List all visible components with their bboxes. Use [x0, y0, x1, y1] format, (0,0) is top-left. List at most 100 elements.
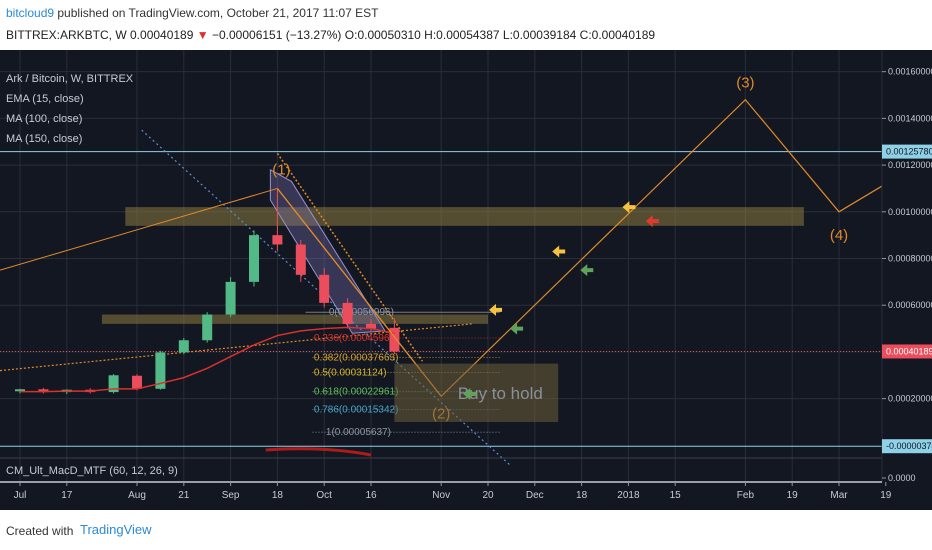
symbol-price: BITTREX:ARKBTC, W 0.00040189	[6, 28, 194, 42]
buy-to-hold-box: Buy to hold	[394, 363, 559, 422]
candle-body	[389, 327, 400, 352]
price-box	[882, 439, 932, 454]
time-tick-label: 19	[880, 490, 892, 501]
time-tick-label: Nov	[432, 490, 450, 501]
left-arrow-icon	[580, 264, 594, 277]
macd-pane	[0, 447, 882, 459]
left-arrow-icon	[622, 201, 636, 214]
price-box	[882, 344, 932, 359]
candle-body	[15, 389, 25, 392]
publisher-link[interactable]: bitcloud9	[6, 6, 55, 20]
time-tick-label: 19	[787, 490, 799, 501]
price-box-label: -0.00000374	[886, 441, 932, 451]
publish-line: bitcloud9 published on TradingView.com, …	[6, 6, 378, 20]
hold-box-rect	[394, 363, 559, 422]
candle-body	[295, 244, 306, 275]
price-axis[interactable]: 0.00160000 0.00140000 0.00120000 0.00100000…	[881, 50, 932, 510]
down-arrow-icon: ▼	[196, 28, 209, 42]
legend-title: Ark / Bitcoin, W, BITTREX	[6, 73, 134, 85]
candle-body	[366, 323, 376, 329]
legend-macd: CM_Ult_MacD_MTF (60, 12, 26, 9)	[6, 465, 178, 477]
candle-body	[108, 375, 119, 393]
candle-body	[155, 352, 166, 389]
candle-body	[272, 235, 283, 245]
time-tick-label: 17	[61, 490, 73, 501]
symbol-line: BITTREX:ARKBTC, W 0.00040189 ▼ −0.000061…	[6, 28, 655, 42]
ohlc-values: O:0.00050310 H:0.00054387 L:0.00039184 C…	[344, 28, 656, 42]
candle-body	[178, 340, 189, 353]
candle-body	[342, 302, 353, 324]
price-tick-label: 0.00080000	[888, 254, 932, 264]
fib-label: 0.618(0.00022961)	[314, 387, 399, 398]
price-tick-label: 0.00120000	[888, 160, 932, 170]
time-axis[interactable]: Jul 17 Aug 21 Sep 18 Oct 16 Nov 20 Dec 18 2018 15 Feb 1…	[0, 481, 892, 510]
price-change: −0.00006151 (−13.27%)	[211, 28, 342, 42]
price-box	[882, 144, 932, 159]
price-box-label: 0.00125780	[886, 147, 932, 157]
candle-body	[202, 314, 213, 341]
time-tick-label: 18	[576, 490, 588, 501]
resistance-band	[125, 207, 804, 226]
candle-body	[38, 389, 49, 393]
wave-label: (3)	[736, 75, 754, 92]
hold-box-label: Buy to hold	[458, 384, 543, 403]
created-with-text: Created with	[6, 524, 74, 538]
fib-label: 0.786(0.00015342)	[314, 405, 399, 416]
macd-line	[265, 447, 372, 457]
time-axis-bg	[0, 482, 882, 510]
time-tick-label: Oct	[316, 490, 332, 501]
candles	[15, 188, 400, 394]
price-box-label: 0.00040189	[886, 346, 932, 356]
left-arrow-icon	[463, 387, 477, 400]
resistance-bands	[101, 207, 804, 324]
time-tick-label: 16	[365, 490, 377, 501]
left-arrow-icon	[552, 245, 566, 258]
time-tick-label: Feb	[737, 490, 755, 501]
resistance-band	[101, 314, 489, 324]
wave-label: (1)	[272, 161, 290, 178]
price-tick-label: 0.00160000	[888, 67, 932, 77]
wave-label: (4)	[830, 227, 848, 244]
price-tick-label: 0.00060000	[888, 300, 932, 310]
time-tick-label: Jul	[14, 490, 27, 501]
indicator-legend: Ark / Bitcoin, W, BITTREX EMA (15, close…	[6, 73, 178, 477]
fib-label: 0.236(0.00045961)	[314, 333, 399, 344]
ema-line	[20, 326, 395, 393]
trend-lines	[0, 187, 472, 372]
price-chart[interactable]: 0(0.00056996) 0.236(0.00045961) 0.382(0.00…	[0, 50, 932, 510]
time-tick-label: 15	[670, 490, 682, 501]
left-arrow-icon	[510, 322, 524, 335]
tradingview-logo[interactable]: TradingView	[80, 522, 152, 537]
time-tick-label: 18	[272, 490, 284, 501]
rising-support-line	[0, 323, 472, 372]
fib-label: 1(0.00005637)	[326, 427, 391, 438]
fib-label: 0(0.00056996)	[329, 307, 394, 318]
wave-1-2-line	[276, 188, 442, 397]
price-tick-label: 0.0000	[888, 473, 916, 483]
price-axis-bg	[882, 50, 932, 510]
published-text: published on TradingView.com, October 21…	[54, 6, 379, 20]
price-tick-label: 0.00100000	[888, 207, 932, 217]
signal-arrows	[463, 201, 659, 400]
time-tick-label: Aug	[128, 490, 146, 501]
price-tick-label: 0.00020000	[888, 394, 932, 404]
fib-label: 0.5(0.00031124)	[314, 368, 387, 379]
wave-0-1-line	[0, 187, 278, 271]
legend-ma100: MA (100, close)	[6, 113, 82, 125]
time-tick-label: Dec	[526, 490, 544, 501]
legend-ema: EMA (15, close)	[6, 93, 84, 105]
price-tick-label: 0.00140000	[888, 113, 932, 123]
candle-body	[132, 375, 142, 389]
ema-15-line	[20, 326, 395, 393]
time-tick-label: 20	[482, 490, 494, 501]
legend-ma150: MA (150, close)	[6, 133, 82, 145]
candle-body	[319, 274, 330, 303]
time-tick-label: Sep	[222, 490, 240, 501]
chart-footer: Created with TradingView	[0, 512, 932, 550]
time-tick-label: 2018	[617, 490, 640, 501]
chart-header: bitcloud9 published on TradingView.com, …	[0, 0, 932, 48]
left-arrow-icon	[645, 215, 659, 228]
horizontal-lines	[0, 151, 882, 447]
fib-label: 0.382(0.00037663)	[314, 352, 399, 363]
candle-body	[225, 281, 236, 315]
